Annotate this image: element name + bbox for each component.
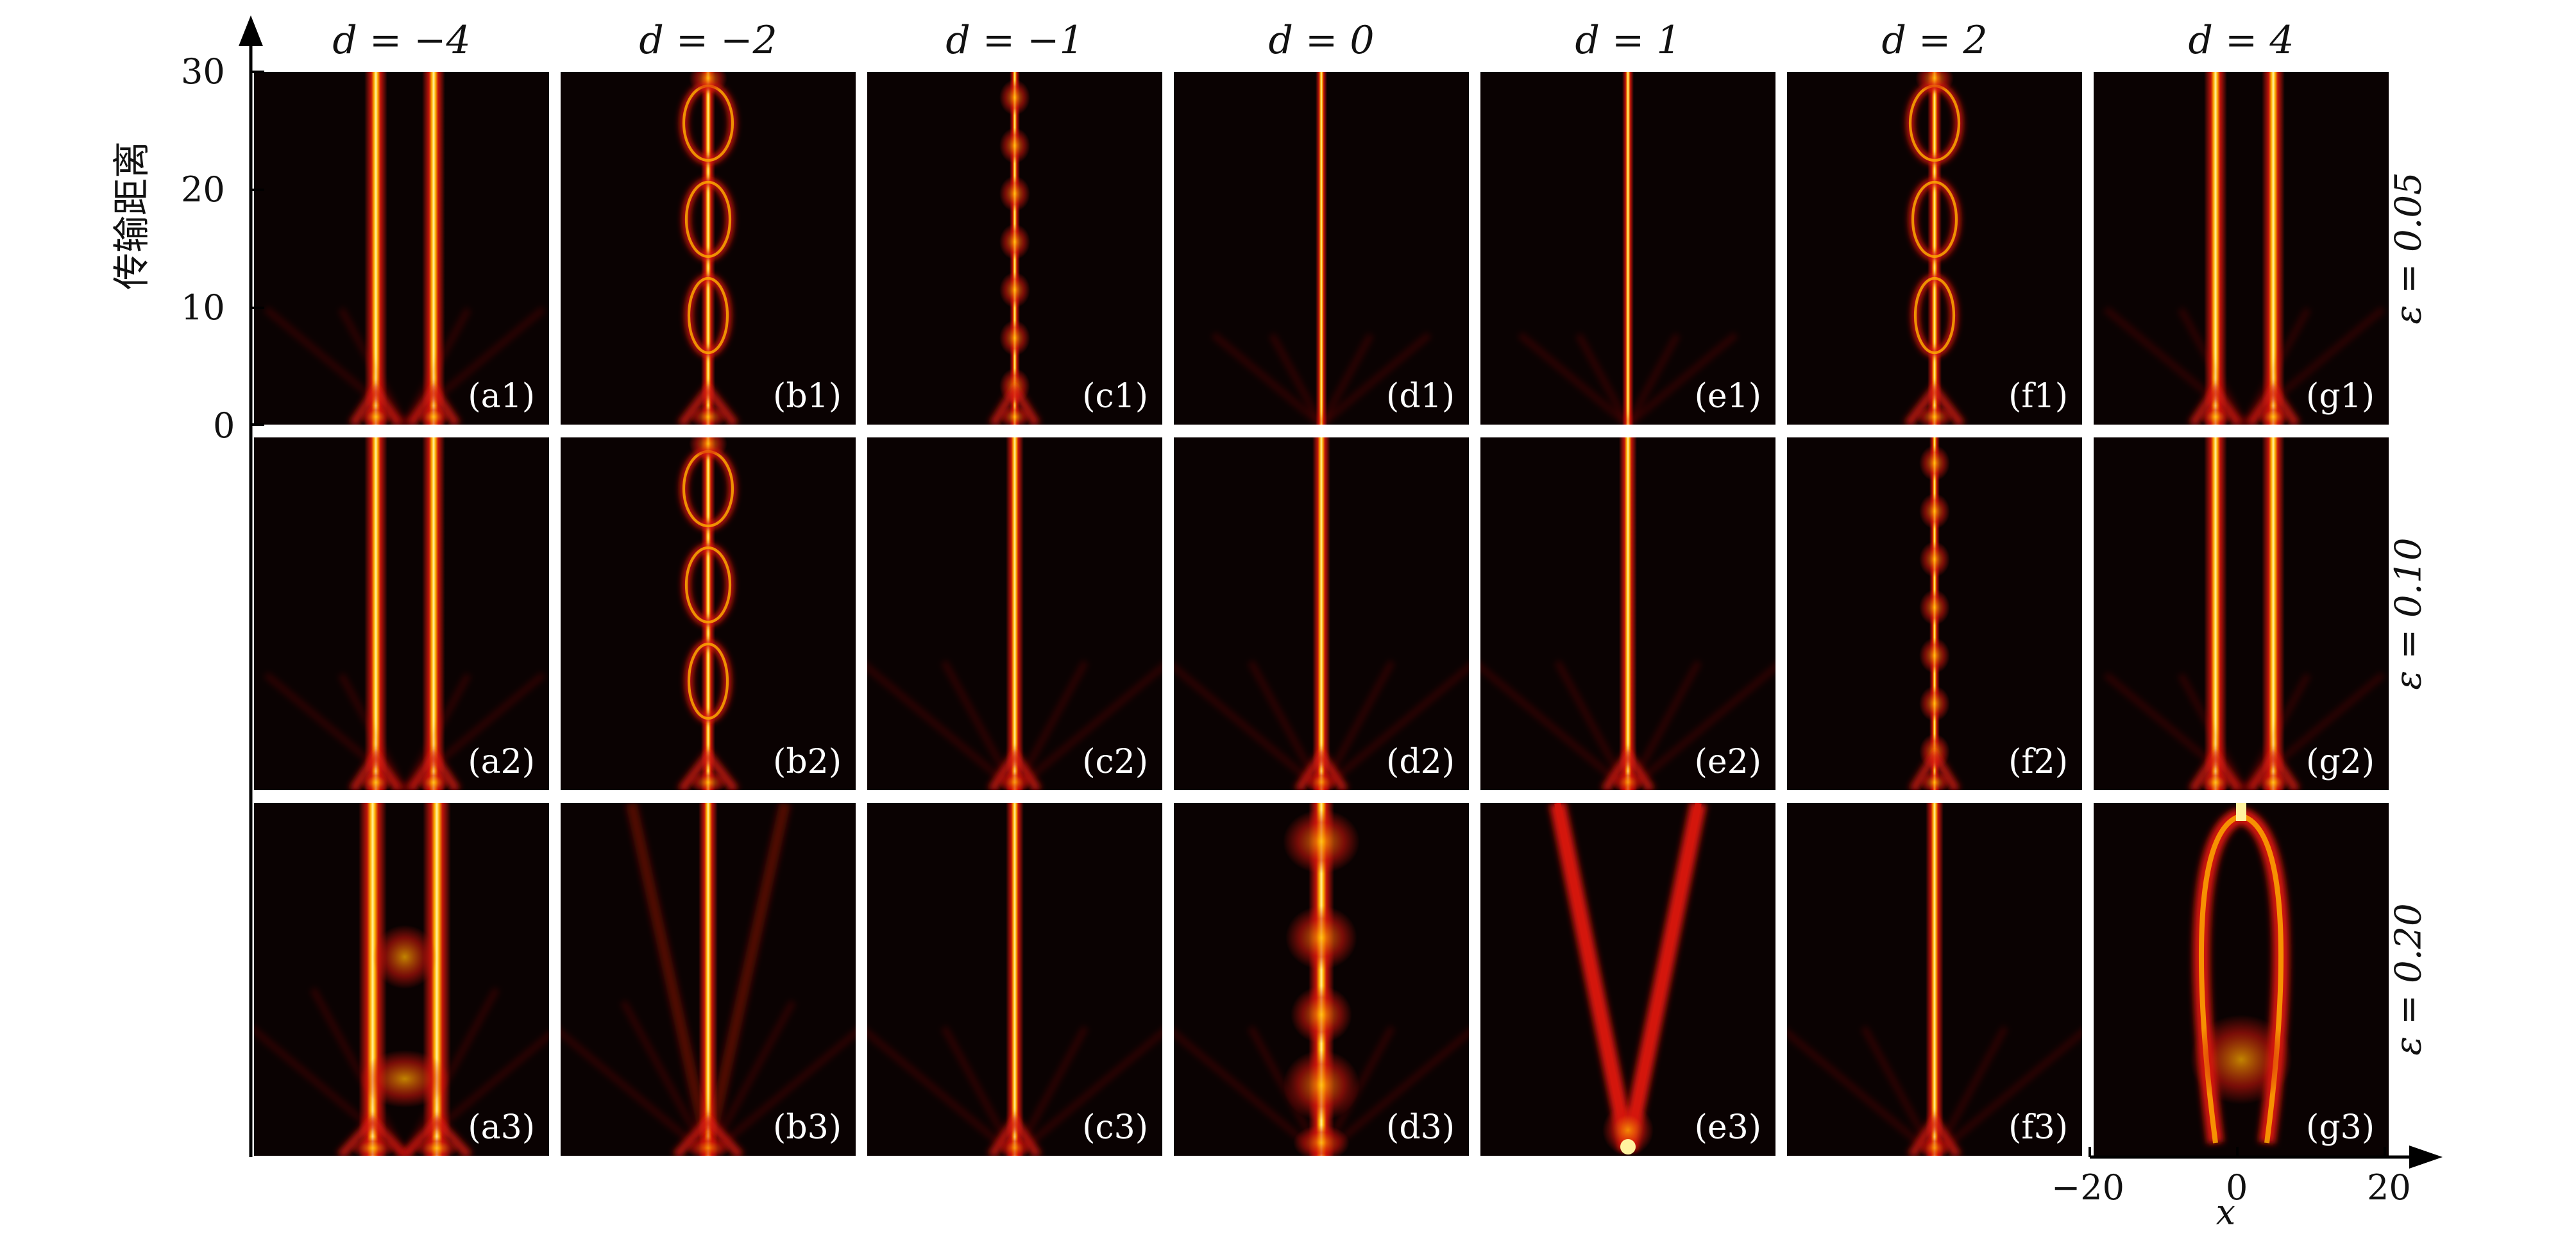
beam-panel: (b3) xyxy=(561,803,856,1156)
beam-panel: (e1) xyxy=(1480,72,1775,425)
beam-panel: (b1) xyxy=(561,72,856,425)
column-header: d = 1 xyxy=(1575,18,1681,63)
panel-label: (c2) xyxy=(1082,743,1148,781)
beam-intensity-plot xyxy=(989,72,1040,425)
panel-label: (c3) xyxy=(1082,1108,1148,1147)
beam-panel: (d1) xyxy=(1174,72,1469,425)
beam-panel: (a1) xyxy=(254,72,549,425)
beam-intensity-plot xyxy=(867,803,1162,1156)
beam-panel: (f1) xyxy=(1787,72,2082,425)
beam-intensity-plot xyxy=(2103,72,2385,425)
beam-intensity-plot xyxy=(1211,72,1432,425)
y-tick: 20 xyxy=(181,169,225,210)
panel-label: (f3) xyxy=(2008,1108,2068,1147)
row-header-label: ε = 0.05 xyxy=(2387,172,2430,325)
beam-panel: (b2) xyxy=(561,437,856,790)
panel-label: (b1) xyxy=(773,377,842,416)
column-header: d = 2 xyxy=(1881,18,1988,63)
beam-intensity-plot xyxy=(254,803,549,1156)
beam-intensity-plot xyxy=(1787,803,2082,1156)
beam-intensity-plot xyxy=(2103,437,2385,790)
panel-label: (e1) xyxy=(1694,377,1761,416)
y-axis-label: 传输距离 xyxy=(110,140,153,291)
panel-label: (d3) xyxy=(1386,1108,1455,1147)
beam-panel: (a3) xyxy=(254,803,549,1156)
y-tick: 30 xyxy=(181,51,225,92)
panel-label: (g1) xyxy=(2306,377,2375,416)
beam-intensity-plot xyxy=(677,72,739,425)
beam-intensity-plot xyxy=(1518,72,1738,425)
y-tick: 0 xyxy=(213,405,235,446)
panel-label: (e3) xyxy=(1694,1108,1761,1147)
beam-panel: (c2) xyxy=(867,437,1162,790)
beam-intensity-plot xyxy=(264,437,546,790)
beam-intensity-plot xyxy=(2190,803,2292,1144)
beam-intensity-plot xyxy=(1174,437,1469,790)
beam-intensity-plot xyxy=(1549,803,1707,1156)
x-tick: −20 xyxy=(2051,1167,2124,1208)
beam-intensity-plot xyxy=(1174,803,1469,1156)
beam-panel: (c3) xyxy=(867,803,1162,1156)
column-header: d = −2 xyxy=(639,18,777,63)
panel-label: (a3) xyxy=(468,1108,535,1147)
panel-label: (b2) xyxy=(773,743,842,781)
beam-panel: (g3) xyxy=(2094,803,2389,1156)
beam-panel: (e3) xyxy=(1480,803,1775,1156)
beam-panel: (d3) xyxy=(1174,803,1469,1156)
panel-label: (g2) xyxy=(2306,743,2375,781)
panel-label: (d1) xyxy=(1386,377,1455,416)
x-axis-label: x xyxy=(2216,1192,2236,1233)
panel-label: (d2) xyxy=(1386,743,1455,781)
beam-panel: (d2) xyxy=(1174,437,1469,790)
beam-intensity-plot xyxy=(677,437,739,790)
panel-label: (g3) xyxy=(2306,1108,2375,1147)
beam-panel: (g1) xyxy=(2094,72,2389,425)
beam-intensity-plot xyxy=(264,72,546,425)
panel-label: (e2) xyxy=(1694,743,1761,781)
panel-label: (b3) xyxy=(773,1108,842,1147)
row-header-label: ε = 0.10 xyxy=(2387,537,2430,690)
beam-panel: (f3) xyxy=(1787,803,2082,1156)
panel-label: (c1) xyxy=(1082,377,1148,416)
panel-label: (f2) xyxy=(2008,743,2068,781)
beam-intensity-plot xyxy=(867,437,1162,790)
y-tick: 10 xyxy=(181,287,225,328)
beam-intensity-plot xyxy=(1480,437,1775,790)
beam-intensity-plot xyxy=(1909,437,1960,790)
beam-intensity-plot xyxy=(1904,72,1965,425)
panel-label: (f1) xyxy=(2008,377,2068,416)
beam-panel: (e2) xyxy=(1480,437,1775,790)
beam-panel: (f2) xyxy=(1787,437,2082,790)
column-header: d = −1 xyxy=(945,18,1084,63)
column-header: d = 0 xyxy=(1268,18,1375,63)
row-header-label: ε = 0.20 xyxy=(2387,903,2430,1056)
beam-panel: (a2) xyxy=(254,437,549,790)
column-header: d = −4 xyxy=(332,18,471,63)
panel-label: (a1) xyxy=(468,377,535,416)
beam-panel: (g2) xyxy=(2094,437,2389,790)
x-tick: 20 xyxy=(2367,1167,2411,1208)
beam-intensity-plot xyxy=(561,803,856,1156)
x-tick: 0 xyxy=(2226,1167,2248,1208)
column-header: d = 4 xyxy=(2188,18,2294,63)
beam-panel: (c1) xyxy=(867,72,1162,425)
panel-label: (a2) xyxy=(468,743,535,781)
